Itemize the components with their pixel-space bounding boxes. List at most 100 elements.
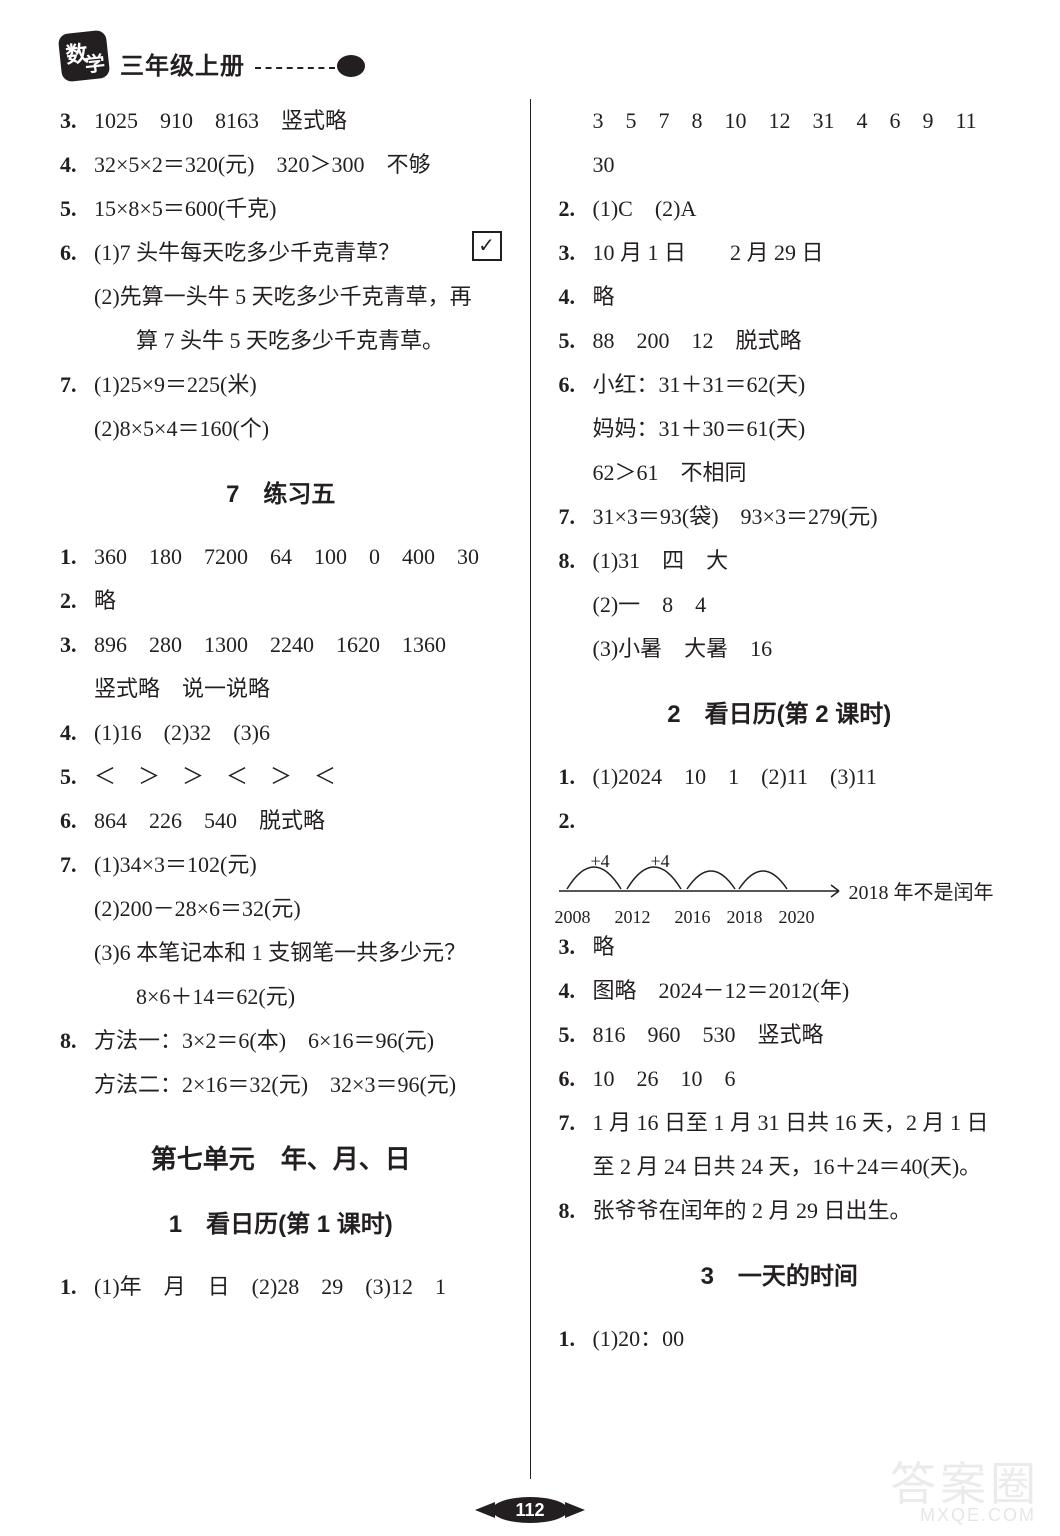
answer-line: 6.小红：31＋31＝62(天): [559, 363, 1001, 407]
item-text: (3)6 本笔记本和 1 支钢笔一共多少元？: [94, 931, 502, 975]
answer-line: 竖式略 说一说略: [60, 667, 502, 711]
answer-line: 7.1 月 16 日至 1 月 31 日共 16 天，2 月 1 日: [559, 1101, 1001, 1145]
answer-line: 3.1025 910 8163 竖式略: [60, 99, 502, 143]
item-number: 2.: [559, 187, 593, 231]
item-number: 6.: [559, 363, 593, 407]
item-number: 4.: [60, 711, 94, 755]
answer-line: 4.(1)16 (2)32 (3)6: [60, 711, 502, 755]
leap-year-timeline: 20082012201620182020+4+42018 年不是闰年: [559, 843, 1001, 925]
item-number: 6.: [60, 799, 94, 843]
item-text: 3 5 7 8 10 12 31 4 6 9 11: [593, 99, 1001, 143]
answer-line: 6.10 26 10 6: [559, 1057, 1001, 1101]
section-title: 7 练习五: [60, 473, 502, 517]
answer-line: 4.略: [559, 275, 1001, 319]
right-items-block: 2.(1)C (2)A3.10 月 1 日 2 月 29 日4.略5.88 20…: [559, 187, 1001, 671]
left-items2-block: 1.360 180 7200 64 100 0 400 302.略3.896 2…: [60, 535, 502, 1107]
answer-line: 1.(1)2024 10 1 (2)11 (3)11: [559, 755, 1001, 799]
answer-line: 8×6＋14＝62(元): [60, 975, 502, 1019]
answer-line: 4.32×5×2＝320(元) 320＞300 不够: [60, 143, 502, 187]
item-text: (1)16 (2)32 (3)6: [94, 711, 502, 755]
item-text: (1)31 四 大: [593, 539, 1001, 583]
item-text: (1)2024 10 1 (2)11 (3)11: [593, 755, 1001, 799]
item-text: 竖式略 说一说略: [94, 667, 502, 711]
section-title: 1 看日历(第 1 课时): [60, 1203, 502, 1247]
right-pre-block: 3 5 7 8 10 12 31 4 6 9 1130: [559, 99, 1001, 187]
right-items3-block: 3.略4.图略 2024－12＝2012(年)5.816 960 530 竖式略…: [559, 925, 1001, 1233]
item-text: 10 月 1 日 2 月 29 日: [593, 231, 1001, 275]
item-text: 图略 2024－12＝2012(年): [593, 969, 1001, 1013]
answer-line: 2.略: [60, 579, 502, 623]
answer-line: 5.15×8×5＝600(千克): [60, 187, 502, 231]
item-number: 8.: [559, 1189, 593, 1233]
item-number: 6.: [60, 231, 94, 275]
timeline-year: 2016: [675, 895, 711, 939]
answer-line: 3.896 280 1300 2240 1620 1360: [60, 623, 502, 667]
page-number: 112: [475, 1496, 585, 1524]
answer-line: 5.88 200 12 脱式略: [559, 319, 1001, 363]
answer-line: (2)200－28×6＝32(元): [60, 887, 502, 931]
item-text: 896 280 1300 2240 1620 1360: [94, 623, 502, 667]
answer-line: 7.(1)25×9＝225(米): [60, 363, 502, 407]
grade-label: 三年级上册: [120, 30, 245, 81]
item-text: 小红：31＋31＝62(天): [593, 363, 1001, 407]
item-text: 至 2 月 24 日共 24 天，16＋24＝40(天)。: [593, 1145, 1001, 1189]
item-text: 15×8×5＝600(千克): [94, 187, 502, 231]
item-number: 8.: [559, 539, 593, 583]
item-text: 妈妈：31＋30＝61(天): [593, 407, 1001, 451]
answer-line: 3 5 7 8 10 12 31 4 6 9 11: [559, 99, 1001, 143]
answer-line: (3)6 本笔记本和 1 支钢笔一共多少元？: [60, 931, 502, 975]
item-number: 2.: [559, 799, 593, 843]
item-number: 7.: [559, 495, 593, 539]
answer-line: 6.(1)7 头牛每天吃多少千克青草？✓: [60, 231, 502, 275]
answer-line: 62＞61 不相同: [559, 451, 1001, 495]
answer-line: 算 7 头牛 5 天吃多少千克青草。: [60, 319, 502, 363]
item-text: 算 7 头牛 5 天吃多少千克青草。: [136, 319, 502, 363]
item-text: 张爷爷在闰年的 2 月 29 日出生。: [593, 1189, 1001, 1233]
answer-line: 8.张爷爷在闰年的 2 月 29 日出生。: [559, 1189, 1001, 1233]
answer-line: 7.31×3＝93(袋) 93×3＝279(元): [559, 495, 1001, 539]
item-text: ＜ ＞ ＞ ＜ ＞ ＜: [94, 755, 502, 799]
item-text: 816 960 530 竖式略: [593, 1013, 1001, 1057]
answer-line: 8.(1)31 四 大: [559, 539, 1001, 583]
item-number: 3.: [60, 99, 94, 143]
right-items4-block: 1.(1)20：00: [559, 1317, 1001, 1361]
timeline-year: 2018: [727, 895, 763, 939]
item-text: (1)34×3＝102(元): [94, 843, 502, 887]
answer-line: (2)先算一头牛 5 天吃多少千克青草，再: [60, 275, 502, 319]
answer-line: (2)一 8 4: [559, 583, 1001, 627]
item-text: 32×5×2＝320(元) 320＞300 不够: [94, 143, 502, 187]
answer-line: 妈妈：31＋30＝61(天): [559, 407, 1001, 451]
left-items3-block: 1.(1)年 月 日 (2)28 29 (3)12 1: [60, 1265, 502, 1309]
left-column: 3.1025 910 8163 竖式略4.32×5×2＝320(元) 320＞3…: [60, 99, 530, 1479]
item-text: 略: [94, 579, 502, 623]
item-number: 1.: [559, 1317, 593, 1361]
item-text: (1)C (2)A: [593, 187, 1001, 231]
right-column: 3 5 7 8 10 12 31 4 6 9 1130 2.(1)C (2)A3…: [531, 99, 1001, 1479]
timeline-year: 2008: [555, 895, 591, 939]
header-dash: [255, 67, 335, 69]
item-number: 4.: [559, 969, 593, 1013]
answer-line: (3)小暑 大暑 16: [559, 627, 1001, 671]
item-number: 1.: [60, 535, 94, 579]
item-text: 864 226 540 脱式略: [94, 799, 502, 843]
section-title: 2 看日历(第 2 课时): [559, 693, 1001, 737]
item-number: 1.: [60, 1265, 94, 1309]
check-icon: ✓: [472, 231, 502, 261]
item-number: 8.: [60, 1019, 94, 1063]
answer-line: 至 2 月 24 日共 24 天，16＋24＝40(天)。: [559, 1145, 1001, 1189]
item-number: 5.: [559, 1013, 593, 1057]
section-title: 3 一天的时间: [559, 1255, 1001, 1299]
timeline-year: 2012: [615, 895, 651, 939]
answer-line: 3.10 月 1 日 2 月 29 日: [559, 231, 1001, 275]
page-number-badge: 112: [475, 1496, 585, 1528]
item-number: 7.: [559, 1101, 593, 1145]
answer-line: 5.816 960 530 竖式略: [559, 1013, 1001, 1057]
answer-line: 1.(1)年 月 日 (2)28 29 (3)12 1: [60, 1265, 502, 1309]
item-number: 4.: [559, 275, 593, 319]
answer-line: 4.图略 2024－12＝2012(年): [559, 969, 1001, 1013]
page: 三年级上册 3.1025 910 8163 竖式略4.32×5×2＝320(元)…: [0, 0, 1060, 1536]
item-text: (1)25×9＝225(米): [94, 363, 502, 407]
item-text: 31×3＝93(袋) 93×3＝279(元): [593, 495, 1001, 539]
item-text: (2)200－28×6＝32(元): [94, 887, 502, 931]
item-text: (1)20：00: [593, 1317, 1001, 1361]
